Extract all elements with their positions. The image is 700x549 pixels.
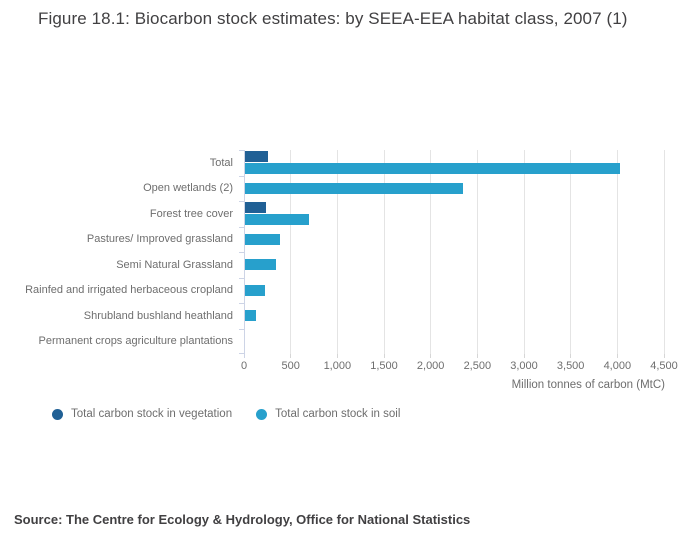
plot-area bbox=[239, 150, 665, 358]
bar-group-3 bbox=[245, 201, 664, 227]
x-tick-label: 3,500 bbox=[556, 360, 585, 372]
bar-group-8 bbox=[245, 329, 664, 355]
y-axis-tick bbox=[239, 353, 244, 354]
x-axis-tick bbox=[383, 354, 385, 358]
bar-group-1 bbox=[245, 150, 664, 176]
legend-item-soil: Total carbon stock in soil bbox=[256, 408, 400, 420]
x-axis-tick bbox=[476, 354, 478, 358]
y-axis-tick bbox=[239, 252, 244, 253]
x-tick-label: 500 bbox=[281, 360, 300, 372]
x-tick-label: 2,000 bbox=[416, 360, 445, 372]
x-axis-tick bbox=[616, 354, 618, 358]
soil-bar bbox=[245, 259, 276, 271]
y-axis-tick bbox=[239, 303, 244, 304]
category-label: Rainfed and irrigated herbaceous croplan… bbox=[25, 284, 233, 297]
legend-item-vegetation: Total carbon stock in vegetation bbox=[52, 408, 232, 420]
category-label: Forest tree cover bbox=[149, 207, 233, 220]
x-axis-tick bbox=[336, 354, 338, 358]
category-label: Pastures/ Improved grassland bbox=[86, 233, 233, 246]
category-label: Total bbox=[209, 156, 233, 169]
gridline bbox=[616, 150, 618, 354]
gridline bbox=[383, 150, 385, 354]
legend-label-vegetation: Total carbon stock in vegetation bbox=[71, 408, 233, 420]
legend-label-soil: Total carbon stock in soil bbox=[275, 408, 401, 420]
chart-title: Figure 18.1: Biocarbon stock estimates: … bbox=[38, 9, 628, 28]
y-axis-tick bbox=[239, 227, 244, 228]
gridline bbox=[663, 150, 665, 354]
x-tick-label: 2,500 bbox=[463, 360, 492, 372]
y-axis-tick bbox=[239, 278, 244, 279]
soil-bar bbox=[245, 233, 280, 245]
y-axis-tick bbox=[239, 329, 244, 330]
vegetation-bar bbox=[245, 202, 267, 214]
gridline bbox=[476, 150, 478, 354]
soil-bar bbox=[245, 310, 257, 322]
category-label: Permanent crops agriculture plantations bbox=[38, 335, 233, 348]
soil-bar bbox=[245, 163, 621, 175]
bar-group-6 bbox=[245, 278, 664, 304]
x-tick-label: 1,500 bbox=[370, 360, 398, 372]
gridline bbox=[290, 150, 292, 354]
x-tick-label: 4,000 bbox=[603, 360, 632, 372]
bar-group-4 bbox=[245, 227, 664, 253]
x-axis-tick bbox=[430, 354, 432, 358]
x-axis-title: Million tonnes of carbon (MtC) bbox=[511, 379, 665, 391]
category-label: Semi Natural Grassland bbox=[116, 258, 233, 271]
y-axis-labels: Total Open wetlands (2) Forest tree cover P… bbox=[0, 150, 233, 354]
category-label: Open wetlands (2) bbox=[143, 182, 233, 195]
bar-group-7 bbox=[245, 303, 664, 329]
soil-bar bbox=[245, 182, 464, 194]
y-axis-tick bbox=[239, 150, 244, 151]
soil-bar bbox=[245, 284, 265, 296]
x-tick-label: 0 bbox=[240, 360, 248, 372]
bar-group-5 bbox=[245, 252, 664, 278]
soil-bar bbox=[245, 214, 309, 226]
legend: Total carbon stock in vegetation Total c… bbox=[52, 408, 400, 420]
gridline bbox=[523, 150, 525, 354]
gridline bbox=[336, 150, 338, 354]
y-axis-line bbox=[244, 150, 245, 354]
gridline bbox=[570, 150, 572, 354]
gridline bbox=[430, 150, 432, 354]
bar-group-2 bbox=[245, 176, 664, 202]
source-text: Source: The Centre for Ecology & Hydrolo… bbox=[14, 512, 471, 527]
y-axis-tick bbox=[239, 201, 244, 202]
category-label: Shrubland bushland heathland bbox=[83, 309, 233, 322]
y-axis-tick bbox=[239, 176, 244, 177]
x-tick-label: 3,000 bbox=[510, 360, 538, 372]
x-tick-label: 4,500 bbox=[650, 360, 678, 372]
soil-legend-dot-icon bbox=[256, 408, 268, 420]
vegetation-legend-dot-icon bbox=[52, 408, 63, 420]
x-axis-tick bbox=[523, 354, 525, 358]
x-axis-tick bbox=[570, 354, 572, 358]
x-axis-tick bbox=[663, 354, 665, 358]
x-axis-tick bbox=[244, 354, 245, 358]
vegetation-bar bbox=[245, 151, 269, 163]
x-tick-label: 1,000 bbox=[323, 360, 352, 372]
x-axis-tick bbox=[290, 354, 292, 358]
